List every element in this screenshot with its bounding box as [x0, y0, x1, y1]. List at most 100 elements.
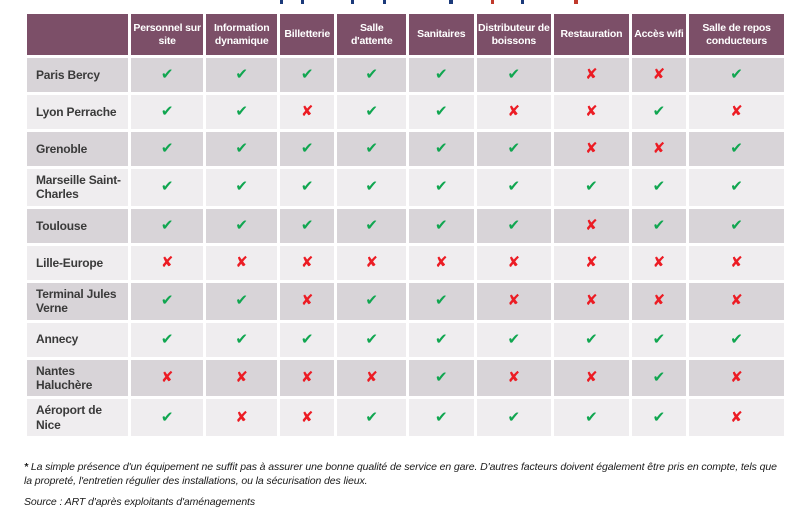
check-icon: ✔: [434, 177, 448, 196]
status-cell: ✔: [476, 58, 552, 92]
status-cell: ✘: [206, 245, 277, 280]
cross-icon: ✘: [585, 291, 598, 310]
status-cell: ✔: [689, 208, 784, 243]
footnote-text: La simple présence d'un équipement ne su…: [24, 461, 777, 488]
status-cell: ✔: [476, 169, 552, 206]
corner-cell: [27, 14, 128, 55]
status-cell: ✔: [337, 169, 406, 206]
check-icon: ✔: [235, 215, 248, 234]
check-icon: ✔: [434, 291, 448, 310]
clipped-title-fragment: [521, 0, 524, 4]
check-icon: ✔: [730, 329, 743, 348]
cross-icon: ✘: [434, 252, 448, 271]
table-row: Annecy ✔ ✔ ✔ ✔ ✔ ✔ ✔ ✔ ✔: [27, 322, 784, 357]
table-row: Terminal Jules Verne ✔ ✔ ✘ ✔ ✔ ✘ ✘ ✘ ✘: [27, 282, 784, 320]
check-icon: ✔: [160, 329, 174, 348]
cross-icon: ✘: [235, 367, 248, 386]
status-cell: ✔: [130, 208, 204, 243]
status-cell: ✔: [130, 58, 204, 92]
check-icon: ✔: [585, 329, 598, 348]
check-icon: ✔: [434, 102, 448, 120]
status-cell: ✔: [206, 95, 277, 129]
figure-footer: * La simple présence d'un équipement ne …: [24, 460, 786, 508]
check-icon: ✔: [235, 291, 248, 310]
check-icon: ✔: [730, 65, 743, 83]
table-row: Nantes Haluchère ✘ ✘ ✘ ✘ ✔ ✘ ✘ ✔ ✘: [27, 359, 784, 397]
status-cell: ✘: [689, 359, 784, 397]
station-label: Marseille Saint-Charles: [27, 169, 128, 206]
check-icon: ✔: [235, 102, 248, 120]
status-cell: ✔: [631, 399, 687, 437]
check-icon: ✔: [300, 329, 314, 348]
status-cell: ✔: [130, 169, 204, 206]
source-line: Source : ART d'après exploitants d'aména…: [24, 496, 256, 509]
status-cell: ✔: [280, 169, 335, 206]
cross-icon: ✘: [730, 291, 743, 310]
status-cell: ✘: [280, 359, 335, 397]
table-row: Lyon Perrache ✔ ✔ ✘ ✔ ✔ ✘ ✘ ✔ ✘: [27, 95, 784, 129]
status-cell: ✘: [554, 359, 629, 397]
status-cell: ✘: [554, 245, 629, 280]
status-cell: ✔: [409, 95, 474, 129]
status-cell: ✔: [130, 132, 204, 166]
status-cell: ✔: [337, 322, 406, 357]
table-row: Grenoble ✔ ✔ ✔ ✔ ✔ ✔ ✘ ✘ ✔: [27, 132, 784, 166]
table-row: Lille-Europe ✘ ✘ ✘ ✘ ✘ ✘ ✘ ✘ ✘: [27, 245, 784, 280]
status-cell: ✔: [130, 95, 204, 129]
status-cell: ✔: [337, 95, 406, 129]
check-icon: ✔: [652, 177, 666, 196]
column-header: Salle de repos conducteurs: [689, 14, 784, 55]
status-cell: ✘: [337, 359, 406, 397]
cross-icon: ✘: [585, 65, 598, 83]
check-icon: ✔: [160, 65, 174, 83]
status-cell: ✔: [206, 169, 277, 206]
check-icon: ✔: [730, 215, 743, 234]
check-icon: ✔: [507, 329, 521, 348]
check-icon: ✔: [300, 139, 314, 157]
status-cell: ✔: [631, 322, 687, 357]
check-icon: ✔: [507, 65, 521, 83]
footnote: * La simple présence d'un équipement ne …: [24, 460, 786, 488]
check-icon: ✔: [652, 215, 666, 234]
check-icon: ✔: [160, 102, 174, 120]
clipped-title-fragment: [280, 0, 283, 4]
status-cell: ✔: [130, 399, 204, 437]
check-icon: ✔: [160, 139, 174, 157]
check-icon: ✔: [507, 177, 521, 196]
status-cell: ✔: [337, 58, 406, 92]
status-cell: ✔: [280, 132, 335, 166]
status-cell: ✘: [130, 245, 204, 280]
check-icon: ✔: [585, 177, 598, 196]
cross-icon: ✘: [507, 102, 521, 120]
cross-icon: ✘: [585, 367, 598, 386]
column-header: Information dynamique: [206, 14, 277, 55]
cross-icon: ✘: [300, 252, 314, 271]
status-cell: ✔: [337, 282, 406, 320]
clipped-title-fragment: [301, 0, 304, 4]
status-cell: ✔: [476, 132, 552, 166]
cross-icon: ✘: [507, 252, 521, 271]
status-cell: ✘: [631, 245, 687, 280]
cross-icon: ✘: [235, 407, 248, 426]
cross-icon: ✘: [585, 102, 598, 120]
check-icon: ✔: [365, 102, 378, 120]
check-icon: ✔: [652, 329, 666, 348]
check-icon: ✔: [434, 367, 448, 386]
status-cell: ✔: [409, 208, 474, 243]
status-cell: ✔: [409, 169, 474, 206]
status-cell: ✘: [476, 282, 552, 320]
status-cell: ✘: [476, 359, 552, 397]
check-icon: ✔: [300, 65, 314, 83]
header-row: Personnel sur site Information dynamique B…: [27, 14, 784, 55]
status-cell: ✔: [337, 132, 406, 166]
status-cell: ✘: [280, 95, 335, 129]
cross-icon: ✘: [730, 252, 743, 271]
column-header: Salle d'attente: [337, 14, 406, 55]
status-cell: ✔: [206, 322, 277, 357]
table-row: Marseille Saint-Charles ✔ ✔ ✔ ✔ ✔ ✔ ✔ ✔ ✔: [27, 169, 784, 206]
clipped-title-fragment: [383, 0, 386, 4]
check-icon: ✔: [365, 215, 378, 234]
station-label: Aéroport de Nice: [27, 399, 128, 437]
station-label: Annecy: [27, 322, 128, 357]
